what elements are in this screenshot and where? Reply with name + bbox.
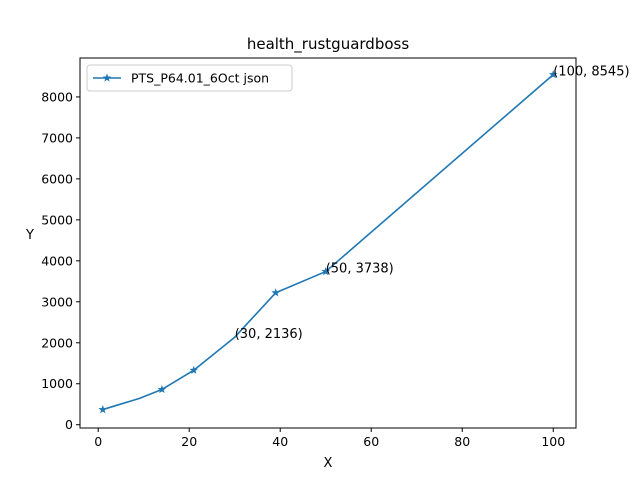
series-line xyxy=(102,73,554,411)
annotation-layer: (30, 2136) (50, 3738) (100, 8545) xyxy=(235,65,630,343)
x-tick-label: 100 xyxy=(541,434,565,449)
point-annotation: (30, 2136) xyxy=(235,327,303,342)
data-point-marker xyxy=(548,70,558,79)
x-axis-ticks: 0 20 40 60 80 100 xyxy=(94,428,565,449)
y-tick-label: 2000 xyxy=(41,335,73,350)
y-axis-label: Y xyxy=(25,228,34,243)
y-tick-label: 0 xyxy=(65,417,73,432)
point-annotation: (50, 3738) xyxy=(326,262,394,277)
y-tick-label: 3000 xyxy=(41,294,73,309)
y-axis-ticks: 0 1000 2000 3000 4000 5000 6000 7000 8000 xyxy=(41,89,80,432)
legend-entry-label: PTS_P64.01_6Oct json xyxy=(131,71,269,86)
point-annotation: (100, 8545) xyxy=(553,65,629,80)
legend-box xyxy=(86,64,293,92)
legend-star-marker xyxy=(102,73,112,82)
y-tick-label: 8000 xyxy=(41,89,73,104)
y-tick-label: 6000 xyxy=(41,171,73,186)
y-tick-label: 5000 xyxy=(41,212,73,227)
x-axis-label: X xyxy=(324,456,333,471)
x-tick-label: 40 xyxy=(272,434,288,449)
x-tick-label: 80 xyxy=(454,434,470,449)
chart-title: health_rustguardboss xyxy=(247,35,410,54)
legend: PTS_P64.01_6Oct json xyxy=(86,64,293,92)
data-point-marker xyxy=(98,405,108,414)
data-point-marker xyxy=(321,267,330,276)
series-layer xyxy=(98,70,558,414)
plot-area-frame xyxy=(79,57,577,429)
y-tick-label: 7000 xyxy=(41,130,73,145)
data-point-marker xyxy=(189,365,199,374)
x-tick-label: 0 xyxy=(94,434,102,449)
data-point-marker xyxy=(157,384,167,394)
y-tick-label: 4000 xyxy=(41,253,73,268)
x-tick-label: 60 xyxy=(363,434,379,449)
y-tick-label: 1000 xyxy=(41,376,73,391)
x-tick-label: 20 xyxy=(181,434,197,449)
data-point-marker xyxy=(271,288,280,297)
